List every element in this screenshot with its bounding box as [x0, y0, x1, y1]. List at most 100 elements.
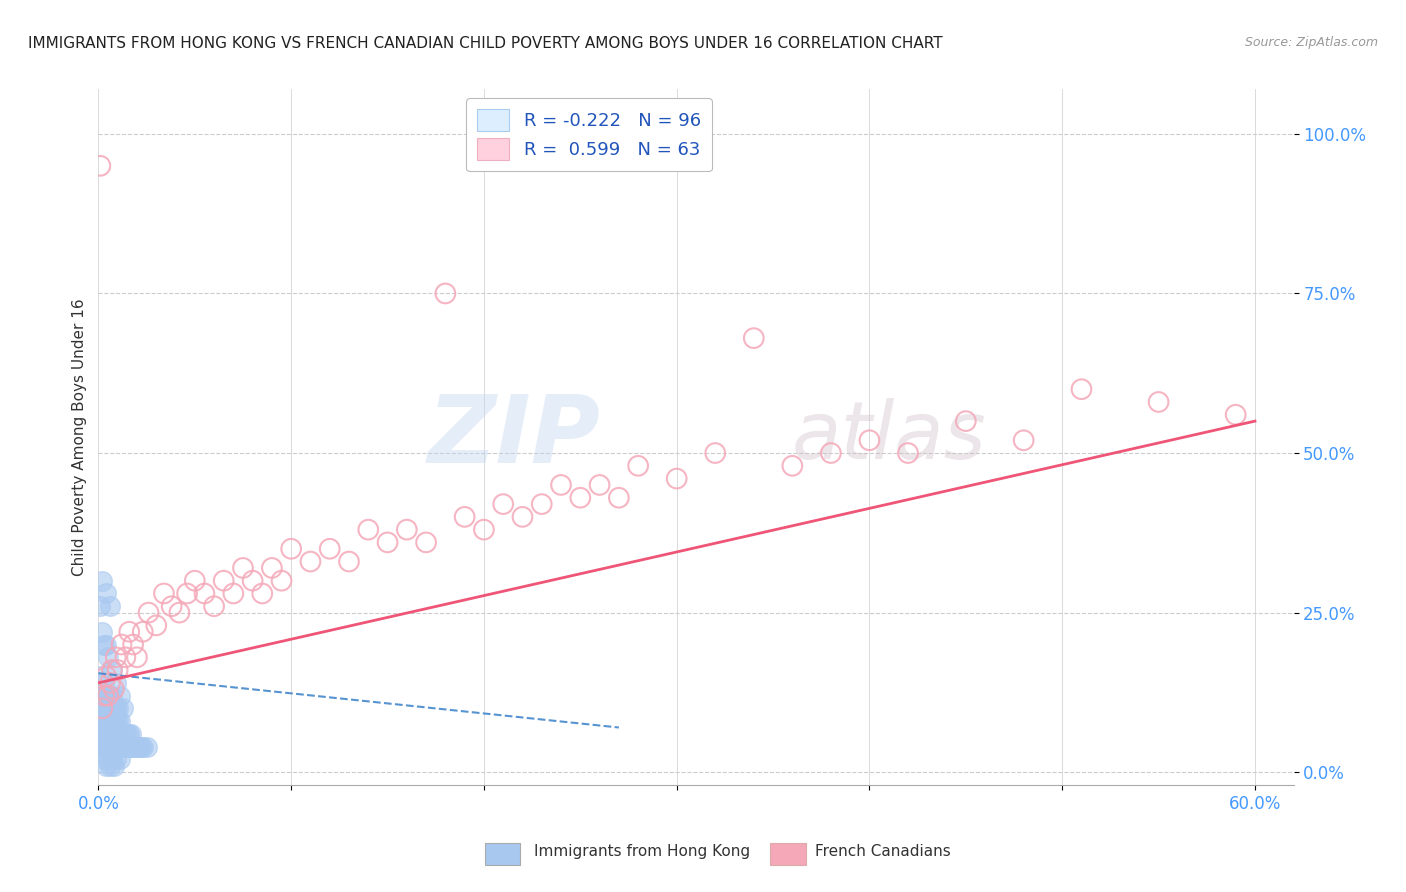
Point [98, 714, 121, 728]
Point [1147, 395, 1170, 409]
Point [145, 618, 167, 632]
Point [337, 555, 360, 569]
Point [114, 650, 136, 665]
Point [1225, 408, 1247, 422]
Point [94, 701, 117, 715]
Point [98, 739, 121, 754]
Point [153, 586, 176, 600]
Point [93, 752, 115, 766]
Point [98, 599, 121, 614]
Point [627, 458, 650, 473]
Point [117, 727, 139, 741]
Point [118, 739, 141, 754]
Point [104, 676, 127, 690]
Point [104, 752, 127, 766]
Point [128, 739, 150, 754]
Point [97, 689, 120, 703]
Point [91, 689, 114, 703]
Point [569, 491, 592, 505]
Point [93, 714, 115, 728]
Point [93, 638, 115, 652]
Point [97, 752, 120, 766]
Point [97, 739, 120, 754]
Point [89, 669, 111, 683]
Point [98, 676, 121, 690]
Point [299, 555, 322, 569]
Point [101, 739, 124, 754]
Point [98, 727, 121, 741]
Point [135, 739, 157, 754]
Point [114, 727, 136, 741]
Point [107, 739, 129, 754]
Point [101, 733, 124, 747]
Point [107, 663, 129, 677]
Point [112, 701, 135, 715]
Point [492, 497, 515, 511]
Point [1012, 434, 1035, 448]
Point [104, 714, 127, 728]
Point [97, 714, 120, 728]
Point [93, 739, 115, 754]
Point [118, 727, 141, 741]
Point [101, 727, 124, 741]
Point [93, 676, 115, 690]
Point [704, 446, 727, 460]
Point [114, 739, 136, 754]
Point [89, 733, 111, 747]
Point [108, 714, 131, 728]
Point [453, 509, 475, 524]
Point [93, 689, 115, 703]
Point [103, 682, 125, 697]
Point [89, 701, 111, 715]
Point [93, 714, 115, 728]
Point [184, 574, 207, 588]
Point [357, 523, 380, 537]
Point [125, 650, 148, 665]
Point [434, 286, 457, 301]
Point [252, 586, 274, 600]
Point [91, 624, 114, 639]
Point [97, 650, 120, 665]
Point [91, 701, 114, 715]
Point [93, 727, 115, 741]
Point [377, 535, 399, 549]
Point [782, 458, 804, 473]
Point [122, 739, 145, 754]
Point [98, 701, 121, 715]
Point [415, 535, 437, 549]
Point [89, 721, 111, 735]
Point [89, 159, 111, 173]
Point [94, 638, 117, 652]
Point [955, 414, 977, 428]
Point [512, 509, 534, 524]
Point [107, 714, 129, 728]
Point [742, 331, 765, 345]
Point [169, 606, 191, 620]
Point [97, 714, 120, 728]
Point [129, 739, 152, 754]
Point [112, 739, 135, 754]
Point [104, 701, 127, 715]
Point [101, 689, 124, 703]
Point [665, 472, 688, 486]
Point [125, 739, 148, 754]
Point [90, 733, 112, 747]
Point [607, 491, 630, 505]
Point [97, 689, 120, 703]
Text: ZIP: ZIP [427, 391, 600, 483]
Point [107, 701, 129, 715]
Point [108, 752, 131, 766]
Point [858, 434, 880, 448]
Point [122, 638, 145, 652]
Point [260, 561, 283, 575]
Point [176, 586, 198, 600]
Point [98, 759, 121, 773]
Point [395, 523, 418, 537]
Point [97, 701, 120, 715]
Point [222, 586, 245, 600]
Point [90, 714, 112, 728]
Point [193, 586, 215, 600]
Text: Immigrants from Hong Kong: Immigrants from Hong Kong [534, 845, 751, 859]
Point [103, 701, 125, 715]
Point [97, 721, 120, 735]
